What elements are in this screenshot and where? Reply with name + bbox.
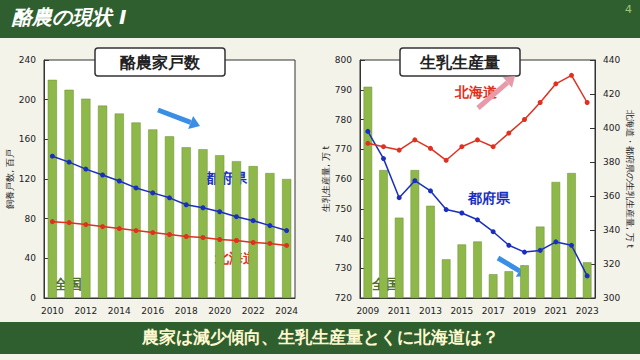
svg-text:760: 760 — [335, 174, 352, 184]
svg-text:2010: 2010 — [41, 306, 64, 316]
svg-text:790: 790 — [335, 85, 352, 95]
svg-text:300: 300 — [603, 293, 620, 303]
svg-text:160: 160 — [19, 134, 36, 144]
svg-text:200: 200 — [19, 95, 36, 105]
svg-text:2019: 2019 — [513, 306, 536, 316]
svg-text:2023: 2023 — [576, 306, 599, 316]
svg-text:2017: 2017 — [482, 306, 505, 316]
svg-text:酪農の現状 I: 酪農の現状 I — [11, 5, 127, 29]
svg-text:320: 320 — [603, 259, 620, 269]
svg-text:750: 750 — [335, 204, 352, 214]
svg-text:北海道: 北海道 — [455, 84, 497, 100]
svg-text:全国: 全国 — [54, 276, 82, 292]
svg-text:80: 80 — [25, 214, 37, 224]
svg-text:2009: 2009 — [356, 306, 379, 316]
svg-text:340: 340 — [603, 225, 620, 235]
svg-text:2021: 2021 — [544, 306, 567, 316]
svg-text:240: 240 — [19, 55, 36, 65]
svg-text:2018: 2018 — [175, 306, 198, 316]
svg-text:都府県: 都府県 — [467, 190, 511, 206]
svg-text:2016: 2016 — [141, 306, 164, 316]
svg-text:2012: 2012 — [74, 306, 97, 316]
svg-text:800: 800 — [335, 55, 352, 65]
svg-text:440: 440 — [603, 55, 620, 65]
svg-text:120: 120 — [19, 174, 36, 184]
svg-text:2014: 2014 — [108, 306, 131, 316]
svg-text:770: 770 — [335, 144, 352, 154]
svg-text:2022: 2022 — [242, 306, 265, 316]
svg-text:780: 780 — [335, 115, 352, 125]
svg-text:0: 0 — [30, 293, 36, 303]
svg-text:2013: 2013 — [419, 306, 442, 316]
svg-text:生乳生産量: 生乳生産量 — [419, 53, 500, 72]
svg-text:北海道・都府県の生乳生産量, 万 t: 北海道・都府県の生乳生産量, 万 t — [625, 110, 635, 249]
svg-text:380: 380 — [603, 157, 620, 167]
svg-text:農家は減少傾向、生乳生産量とくに北海道は？: 農家は減少傾向、生乳生産量とくに北海道は？ — [141, 327, 499, 347]
svg-text:740: 740 — [335, 234, 352, 244]
svg-text:飼養戸数, 百戸: 飼養戸数, 百戸 — [5, 149, 15, 209]
svg-text:40: 40 — [25, 253, 37, 263]
svg-text:2020: 2020 — [208, 306, 231, 316]
svg-text:720: 720 — [335, 293, 352, 303]
svg-text:730: 730 — [335, 263, 352, 273]
svg-text:都府県: 都府県 — [204, 170, 248, 186]
svg-text:酪農家戸数: 酪農家戸数 — [120, 53, 201, 72]
svg-text:420: 420 — [603, 89, 620, 99]
svg-text:360: 360 — [603, 191, 620, 201]
svg-text:400: 400 — [603, 123, 620, 133]
svg-text:2024: 2024 — [275, 306, 298, 316]
svg-text:4: 4 — [625, 3, 632, 16]
svg-text:2015: 2015 — [450, 306, 473, 316]
svg-text:2011: 2011 — [388, 306, 411, 316]
svg-text:生乳生産量, 万 t: 生乳生産量, 万 t — [321, 145, 331, 212]
